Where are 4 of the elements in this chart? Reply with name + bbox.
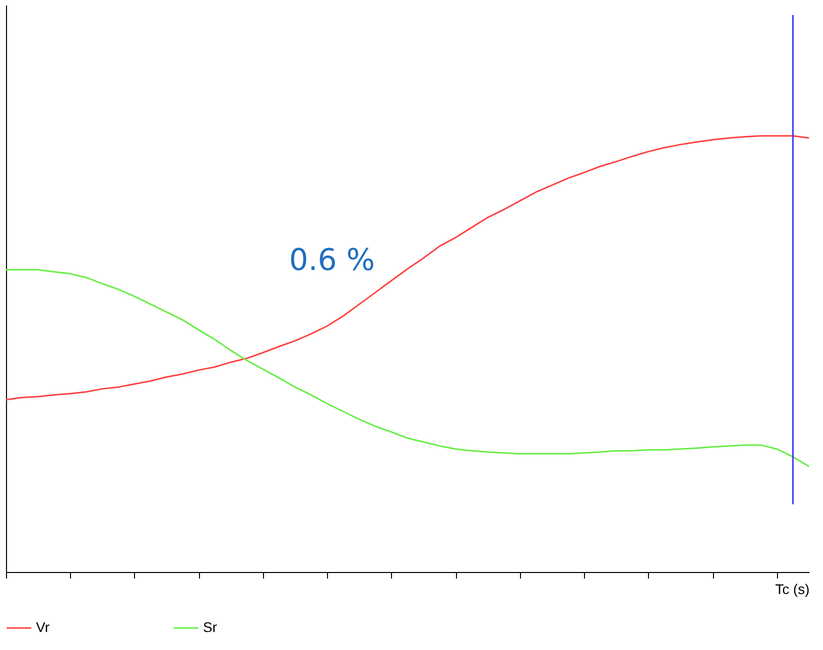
legend-label: Sr	[203, 619, 218, 635]
x-axis-title: Tc (s)	[775, 581, 810, 597]
legend-label: Vr	[36, 619, 50, 635]
annotation: 0.6 %	[289, 243, 375, 278]
